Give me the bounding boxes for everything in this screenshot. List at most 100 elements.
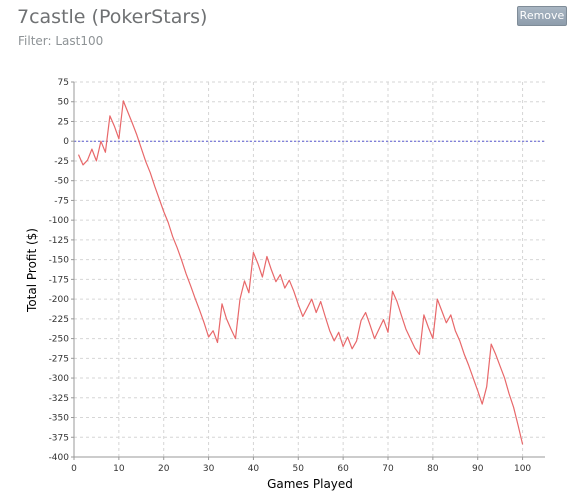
data-point [105, 152, 106, 153]
y-tick-label: 25 [58, 117, 69, 127]
y-tick-label: 50 [58, 98, 70, 108]
x-tick-label: 80 [427, 464, 439, 474]
data-point [361, 320, 362, 321]
y-tick-label: -225 [49, 315, 69, 325]
y-tick-label: -300 [49, 374, 70, 384]
data-point [87, 160, 88, 161]
data-point [522, 444, 523, 445]
data-point [518, 425, 519, 426]
data-point [150, 172, 151, 173]
data-point [91, 149, 92, 150]
data-point [477, 390, 478, 391]
data-point [168, 222, 169, 223]
y-tick-label: -275 [49, 354, 69, 364]
y-tick-label: -150 [49, 256, 70, 266]
plot-background [74, 82, 545, 457]
data-point [96, 160, 97, 161]
y-tick-label: -125 [49, 236, 69, 246]
data-point [468, 365, 469, 366]
data-point [504, 378, 505, 379]
data-point [405, 329, 406, 330]
tick-labels: 75 50 25 0 -25 -50 -75 -100 -125 -150 -175 -200 -225… [49, 78, 532, 474]
data-point [186, 273, 187, 274]
data-point [82, 164, 83, 165]
x-axis-title: Games Played [267, 477, 353, 491]
data-point [356, 340, 357, 341]
data-point [154, 186, 155, 187]
x-tick-label: 40 [248, 464, 260, 474]
data-point [239, 299, 240, 300]
x-tick-label: 20 [158, 464, 170, 474]
data-point [419, 354, 420, 355]
data-point [365, 312, 366, 313]
data-point [163, 211, 164, 212]
data-point [325, 316, 326, 317]
y-tick-label: -25 [54, 157, 69, 167]
data-point [100, 141, 101, 142]
remove-button[interactable]: Remove [517, 6, 567, 26]
data-point [464, 354, 465, 355]
data-point [271, 269, 272, 270]
data-point [253, 252, 254, 253]
data-point [248, 292, 249, 293]
y-tick-label: -325 [49, 394, 69, 404]
data-point [145, 161, 146, 162]
data-point [109, 115, 110, 116]
data-point [204, 322, 205, 323]
data-point [136, 134, 137, 135]
x-tick-label: 30 [203, 464, 215, 474]
data-point [347, 336, 348, 337]
y-tick-label: -100 [49, 216, 70, 226]
data-point [266, 256, 267, 257]
data-point [509, 393, 510, 394]
y-tick-label: -50 [54, 177, 69, 187]
data-point [235, 338, 236, 339]
data-point [257, 263, 258, 264]
data-point [302, 316, 303, 317]
data-point [329, 330, 330, 331]
page-title: 7castle (PokerStars) [17, 6, 208, 28]
data-point [177, 247, 178, 248]
y-tick-label: -375 [49, 433, 69, 443]
data-point [221, 303, 222, 304]
x-tick-label: 100 [514, 464, 531, 474]
data-point [172, 236, 173, 237]
axes [71, 81, 545, 460]
data-point [230, 329, 231, 330]
data-point [338, 332, 339, 333]
data-point [500, 366, 501, 367]
y-tick-label: -400 [49, 453, 70, 463]
data-point [298, 304, 299, 305]
data-point [159, 198, 160, 199]
data-point [482, 404, 483, 405]
data-point [343, 346, 344, 347]
data-point [316, 312, 317, 313]
x-tick-label: 50 [293, 464, 305, 474]
data-point [459, 340, 460, 341]
data-point [428, 327, 429, 328]
data-point [446, 322, 447, 323]
y-tick-label: 0 [63, 137, 69, 147]
data-point [387, 332, 388, 333]
grid [73, 81, 545, 458]
data-point [437, 299, 438, 300]
data-point [441, 310, 442, 311]
data-point [414, 348, 415, 349]
y-tick-label: 75 [58, 78, 69, 88]
data-point [293, 291, 294, 292]
data-point [378, 329, 379, 330]
x-tick-label: 0 [71, 464, 77, 474]
y-tick-label: -200 [49, 295, 70, 305]
data-point [410, 338, 411, 339]
data-point [141, 148, 142, 149]
y-tick-label: -175 [49, 275, 69, 285]
data-point [450, 314, 451, 315]
data-point [78, 154, 79, 155]
data-point [473, 378, 474, 379]
data-point [513, 407, 514, 408]
data-point [495, 354, 496, 355]
data-point [392, 291, 393, 292]
x-tick-label: 10 [113, 464, 125, 474]
